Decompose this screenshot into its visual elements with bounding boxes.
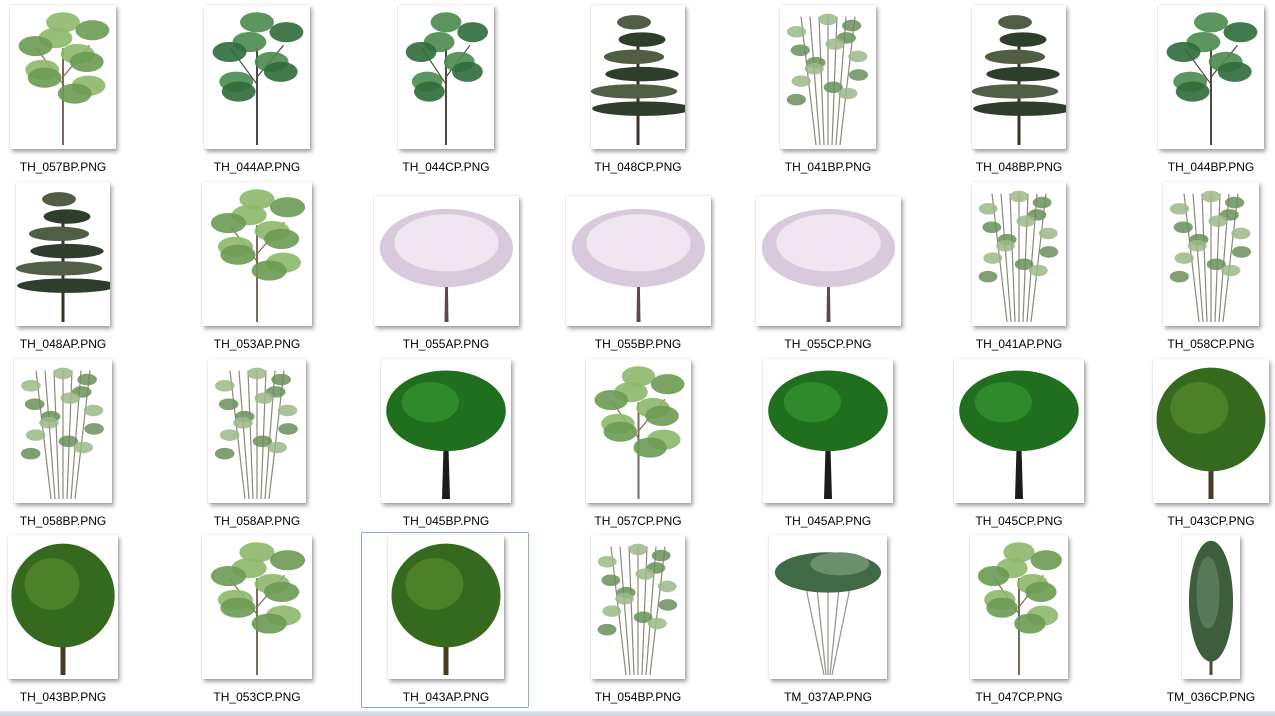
status-bar-edge	[0, 711, 1275, 716]
file-item[interactable]: TH_054BP.PNG	[553, 532, 721, 708]
file-item[interactable]: TH_044AP.PNG	[172, 2, 340, 178]
file-item[interactable]: TH_053AP.PNG	[172, 179, 340, 355]
file-name-label: TH_043CP.PNG	[1167, 514, 1255, 528]
file-thumbnail	[208, 359, 306, 503]
file-name-label: TH_053AP.PNG	[213, 337, 301, 351]
file-item[interactable]: TH_058AP.PNG	[172, 356, 340, 532]
file-name-label: TH_058AP.PNG	[213, 514, 301, 528]
file-item[interactable]: TH_044BP.PNG	[1105, 2, 1273, 178]
file-name-label: TH_045CP.PNG	[975, 514, 1063, 528]
file-item[interactable]: TH_048CP.PNG	[553, 2, 721, 178]
file-item[interactable]: TM_036CP.PNG	[1105, 532, 1273, 708]
file-item[interactable]: TH_047CP.PNG	[934, 532, 1102, 708]
file-name-label: TH_048BP.PNG	[975, 160, 1063, 174]
file-thumbnail	[972, 5, 1066, 149]
file-item[interactable]: TH_041AP.PNG	[934, 179, 1102, 355]
file-thumbnail	[780, 5, 876, 149]
file-thumbnail	[565, 196, 711, 326]
file-name-label: TH_045BP.PNG	[402, 514, 490, 528]
file-thumbnail	[204, 5, 310, 149]
file-item[interactable]: TH_048BP.PNG	[934, 2, 1102, 178]
file-thumbnail	[970, 535, 1068, 679]
file-thumbnail	[763, 359, 893, 503]
file-thumbnail	[1153, 359, 1269, 503]
file-thumbnail	[381, 359, 511, 503]
file-name-label: TH_058BP.PNG	[19, 514, 107, 528]
file-name-label: TH_044CP.PNG	[402, 160, 490, 174]
file-item[interactable]: TH_055AP.PNG	[361, 179, 529, 355]
file-item[interactable]: TH_043BP.PNG	[2, 532, 170, 708]
file-item[interactable]: TH_041BP.PNG	[743, 2, 911, 178]
file-name-label: TH_044AP.PNG	[213, 160, 301, 174]
file-item[interactable]: TH_044CP.PNG	[361, 2, 529, 178]
file-name-label: TH_041BP.PNG	[784, 160, 872, 174]
file-name-label: TH_043AP.PNG	[402, 690, 490, 704]
file-item[interactable]: TH_043CP.PNG	[1105, 356, 1273, 532]
file-thumbnail	[398, 5, 494, 149]
file-item[interactable]: TM_037AP.PNG	[743, 532, 911, 708]
file-thumbnail	[755, 196, 901, 326]
file-item[interactable]: TH_058BP.PNG	[2, 356, 170, 532]
file-name-label: TH_055AP.PNG	[402, 337, 490, 351]
file-thumbnail	[8, 535, 118, 679]
file-item[interactable]: TH_055BP.PNG	[553, 179, 721, 355]
file-thumbnail	[16, 182, 110, 326]
file-thumbnail	[373, 196, 519, 326]
file-item[interactable]: TH_045BP.PNG	[361, 356, 529, 532]
file-name-label: TH_053CP.PNG	[213, 690, 301, 704]
file-name-label: TH_054BP.PNG	[594, 690, 682, 704]
file-name-label: TH_041AP.PNG	[975, 337, 1063, 351]
file-name-label: TH_048AP.PNG	[19, 337, 107, 351]
file-item[interactable]: TH_048AP.PNG	[2, 179, 170, 355]
file-name-label: TH_043BP.PNG	[19, 690, 107, 704]
file-name-label: TH_047CP.PNG	[975, 690, 1063, 704]
file-name-label: TH_045AP.PNG	[784, 514, 872, 528]
file-item[interactable]: TH_045CP.PNG	[934, 356, 1102, 532]
file-thumbnail	[1163, 182, 1259, 326]
file-thumbnail	[14, 359, 112, 503]
file-name-label: TH_057BP.PNG	[19, 160, 107, 174]
file-thumbnail	[769, 535, 887, 679]
file-thumbnail	[591, 5, 685, 149]
file-thumbnail	[972, 182, 1066, 326]
file-thumbnail	[1158, 5, 1264, 149]
file-thumbnail	[585, 359, 691, 503]
file-name-label: TH_057CP.PNG	[594, 514, 682, 528]
file-name-label: TH_055BP.PNG	[594, 337, 682, 351]
file-name-label: TM_037AP.PNG	[784, 690, 872, 704]
file-thumbnail	[202, 535, 312, 679]
file-item[interactable]: TH_055CP.PNG	[743, 179, 911, 355]
file-thumbnail	[202, 182, 312, 326]
file-name-label: TM_036CP.PNG	[1166, 690, 1256, 704]
file-thumbnail	[954, 359, 1084, 503]
file-thumbnail	[591, 535, 685, 679]
file-name-label: TH_058CP.PNG	[1167, 337, 1255, 351]
file-thumbnail	[388, 535, 504, 679]
file-item[interactable]: TH_045AP.PNG	[743, 356, 911, 532]
file-thumbnail	[10, 5, 116, 149]
file-item[interactable]: TH_043AP.PNG	[361, 532, 529, 708]
file-item[interactable]: TH_057BP.PNG	[2, 2, 170, 178]
file-name-label: TH_044BP.PNG	[1167, 160, 1255, 174]
file-name-label: TH_048CP.PNG	[594, 160, 682, 174]
file-name-label: TH_055CP.PNG	[784, 337, 872, 351]
file-thumbnail	[1182, 535, 1240, 679]
file-item[interactable]: TH_057CP.PNG	[553, 356, 721, 532]
file-item[interactable]: TH_058CP.PNG	[1105, 179, 1273, 355]
file-item[interactable]: TH_053CP.PNG	[172, 532, 340, 708]
